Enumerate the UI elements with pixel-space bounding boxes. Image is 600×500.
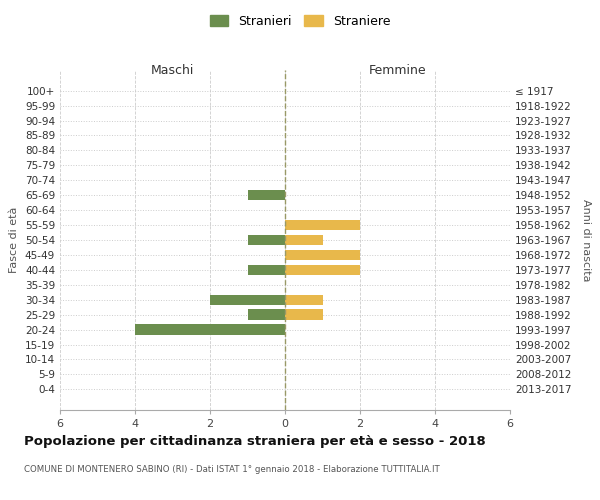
Text: COMUNE DI MONTENERO SABINO (RI) - Dati ISTAT 1° gennaio 2018 - Elaborazione TUTT: COMUNE DI MONTENERO SABINO (RI) - Dati I… <box>24 465 440 474</box>
Bar <box>285 220 360 230</box>
Text: Maschi: Maschi <box>151 64 194 77</box>
Legend: Stranieri, Straniere: Stranieri, Straniere <box>206 11 394 32</box>
Text: Popolazione per cittadinanza straniera per età e sesso - 2018: Popolazione per cittadinanza straniera p… <box>24 435 486 448</box>
Bar <box>248 264 285 275</box>
Bar <box>285 294 323 305</box>
Bar <box>248 235 285 245</box>
Y-axis label: Anni di nascita: Anni di nascita <box>581 198 591 281</box>
Bar <box>285 264 360 275</box>
Bar <box>285 310 323 320</box>
Text: Femmine: Femmine <box>368 64 427 77</box>
Bar <box>135 324 285 335</box>
Bar <box>248 190 285 200</box>
Y-axis label: Fasce di età: Fasce di età <box>10 207 19 273</box>
Bar <box>285 235 323 245</box>
Bar <box>285 250 360 260</box>
Bar <box>210 294 285 305</box>
Bar <box>248 310 285 320</box>
